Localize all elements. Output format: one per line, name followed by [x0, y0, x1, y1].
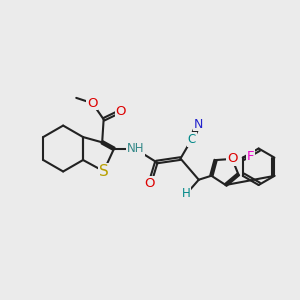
- Text: N: N: [194, 118, 203, 130]
- Text: O: O: [145, 177, 155, 190]
- Text: S: S: [99, 164, 109, 179]
- Text: O: O: [116, 105, 126, 118]
- Text: NH: NH: [126, 142, 144, 155]
- Text: H: H: [182, 188, 191, 200]
- Text: F: F: [246, 150, 254, 163]
- Text: O: O: [87, 97, 98, 110]
- Text: O: O: [227, 152, 237, 165]
- Text: C: C: [188, 133, 196, 146]
